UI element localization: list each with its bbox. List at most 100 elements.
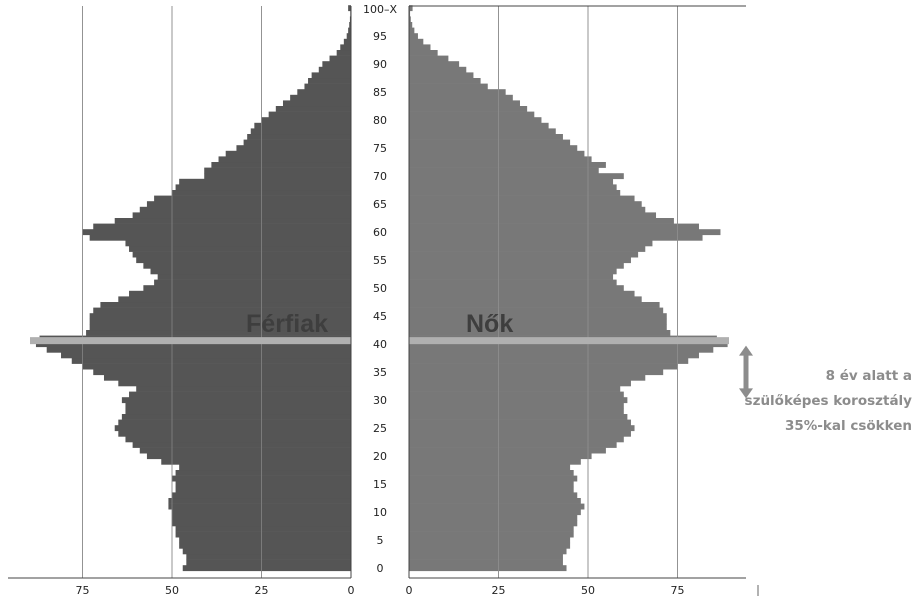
bar-female-age-16 (409, 475, 578, 482)
bar-female-age-27 (409, 414, 628, 420)
bar-male-age-65 (146, 201, 351, 208)
bar-male-age-89 (318, 66, 351, 73)
bar-male-age-51 (154, 279, 351, 286)
bar-male-age-57 (129, 246, 351, 252)
bar-female-age-50 (409, 285, 624, 292)
bar-female-age-62 (409, 218, 674, 224)
x-tick-right-0: 0 (406, 584, 413, 597)
bar-male-age-53 (150, 268, 351, 275)
bar-female-age-8 (409, 520, 578, 527)
bar-male-age-47 (100, 302, 352, 308)
bar-male-age-11 (168, 503, 351, 510)
bar-male-age-24 (118, 430, 351, 437)
bar-male-age-3 (182, 548, 351, 555)
bar-female-age-21 (409, 447, 606, 454)
bar-female-age-31 (409, 391, 624, 398)
bar-male-age-1 (186, 559, 351, 566)
age-tick-label-35: 35 (373, 366, 387, 379)
bar-female-age-13 (409, 492, 578, 499)
bar-male-age-68 (175, 184, 351, 191)
bar-female-age-5 (409, 537, 571, 544)
x-tick-right-25: 25 (492, 584, 506, 597)
bar-female-age-56 (409, 251, 639, 258)
annotation-arrow-head-down (739, 388, 753, 399)
bar-male-age-22 (132, 442, 351, 448)
bar-male-age-82 (275, 106, 351, 112)
bar-male-age-83 (282, 100, 351, 107)
x-tick-left-50: 50 (165, 584, 179, 597)
bar-male-age-0 (182, 565, 351, 572)
bar-female-age-23 (409, 436, 624, 443)
bar-male-age-64 (139, 206, 351, 213)
bar-female-age-97 (409, 22, 413, 28)
bar-female-age-17 (409, 470, 574, 476)
bar-male-age-21 (139, 447, 351, 454)
bar-male-age-20 (146, 453, 351, 460)
bar-male-age-12 (168, 498, 351, 504)
bar-female-age-22 (409, 442, 617, 448)
bar-female-age-98 (409, 16, 411, 23)
age-tick-label-50: 50 (373, 282, 387, 295)
bar-male-age-34 (103, 374, 351, 381)
bar-male-age-62 (114, 218, 351, 224)
bar-female-age-38 (409, 352, 699, 359)
bar-female-age-52 (409, 274, 614, 280)
bar-female-age-55 (409, 257, 631, 264)
bar-male-age-38 (61, 352, 352, 359)
bar-female-age-95 (409, 33, 418, 40)
age-tick-label-20: 20 (373, 450, 387, 463)
bar-female-age-33 (409, 380, 631, 387)
bar-female-age-71 (409, 167, 599, 174)
annotation-line-1: 8 év alatt a (825, 368, 912, 384)
bar-female-age-53 (409, 268, 617, 275)
bar-female-age-94 (409, 38, 424, 45)
bar-male-age-63 (132, 212, 351, 219)
bar-male-age-50 (143, 285, 351, 292)
bar-female-age-61 (409, 223, 699, 230)
bar-male-age-72 (211, 162, 351, 168)
bar-female-age-36 (409, 363, 678, 370)
bar-female-age-26 (409, 419, 631, 426)
bar-male-age-18 (179, 464, 351, 471)
bar-female-age-90 (409, 61, 460, 68)
bar-female-age-82 (409, 106, 528, 112)
age-tick-label-55: 55 (373, 254, 387, 267)
bar-female-age-49 (409, 290, 635, 297)
bar-female-age-70 (409, 173, 624, 180)
bars (35, 5, 728, 572)
bar-male-age-76 (243, 139, 351, 146)
bar-female-age-9 (409, 514, 578, 521)
bar-male-age-70 (204, 173, 351, 180)
bar-male-age-6 (175, 531, 351, 538)
bar-female-age-24 (409, 430, 631, 437)
bar-male-age-35 (93, 369, 352, 376)
bar-male-age-90 (322, 61, 351, 68)
bar-female-age-44 (409, 318, 667, 325)
bar-female-age-37 (409, 358, 689, 364)
bar-female-age-87 (409, 78, 481, 84)
bar-female-age-100 (409, 5, 413, 12)
bar-male-age-54 (143, 262, 351, 269)
bar-female-age-85 (409, 89, 506, 96)
bar-male-age-28 (125, 408, 352, 415)
bar-male-age-88 (311, 72, 351, 79)
bar-male-age-31 (129, 391, 351, 398)
bar-female-age-78 (409, 128, 556, 135)
bar-female-age-67 (409, 190, 621, 196)
annotation-arrow-shaft (743, 353, 749, 391)
bar-male-age-56 (132, 251, 351, 258)
bar-female-age-11 (409, 503, 585, 510)
bar-male-age-5 (179, 537, 351, 544)
bar-female-age-46 (409, 307, 664, 314)
bar-female-age-58 (409, 240, 653, 247)
bar-female-age-45 (409, 313, 667, 320)
bar-female-age-86 (409, 83, 488, 90)
bar-female-age-77 (409, 134, 563, 140)
age-tick-label-25: 25 (373, 422, 387, 435)
bar-male-age-81 (268, 111, 351, 118)
bar-female-age-47 (409, 302, 660, 308)
labels: 0 5 10 15 20 25 30 35 40 45 50 55 60 65 70 75 80 85 90 95 10… (76, 3, 753, 597)
annotation-arrow-head-up (739, 345, 753, 356)
bar-male-age-58 (125, 240, 352, 247)
